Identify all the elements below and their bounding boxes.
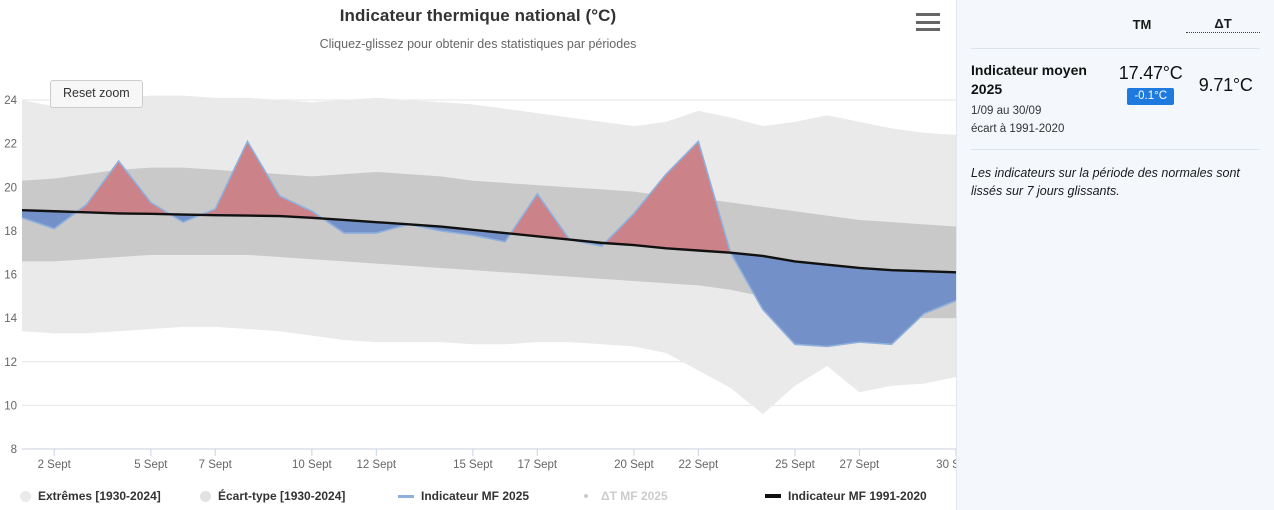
statistics-side-panel: TM ΔT Indicateur moyen 2025 1/09 au 30/0… xyxy=(956,0,1274,510)
summary-period: 1/09 au 30/09 xyxy=(971,104,1042,117)
tm-anomaly-badge: -0.1°C xyxy=(1127,88,1175,105)
warm-anomaly-area xyxy=(200,141,323,219)
warm-anomaly-area xyxy=(510,193,570,240)
warm-anomaly-area xyxy=(76,161,171,215)
legend-item-1[interactable]: Écart-type [1930-2024] xyxy=(200,489,345,503)
y-axis-tick-label: 16 xyxy=(4,270,17,282)
y-axis-tick-label: 22 xyxy=(4,139,17,151)
panel-column-headers: TM ΔT xyxy=(957,0,1274,48)
panel-note: Les indicateurs sur la période des norma… xyxy=(971,165,1240,198)
y-axis-tick-label: 18 xyxy=(4,226,17,238)
x-axis-tick-label: 17 Sept xyxy=(517,459,557,471)
x-axis-tick-label: 5 Sept xyxy=(134,459,168,471)
legend-label: Indicateur MF 2025 xyxy=(421,489,530,503)
cold-anomaly-area xyxy=(170,214,201,223)
column-header-tm: TM xyxy=(1132,16,1152,32)
hamburger-menu-icon[interactable] xyxy=(916,12,940,32)
legend-label: Écart-type [1930-2024] xyxy=(218,489,346,503)
summary-row: Indicateur moyen 2025 1/09 au 30/09 écar… xyxy=(957,49,1274,149)
legend-small-dot-icon xyxy=(584,494,588,498)
x-axis-tick-label: 27 Sept xyxy=(840,459,880,471)
divider xyxy=(971,148,1260,150)
menu-bar xyxy=(916,13,940,16)
legend-item-4[interactable]: Indicateur MF 1991-2020 xyxy=(765,489,927,503)
x-axis-tick-label: 2 Sept xyxy=(38,459,72,471)
legend-line-icon xyxy=(398,494,414,498)
y-axis-tick-label: 8 xyxy=(11,444,17,456)
legend-thick-line-icon xyxy=(765,494,781,498)
x-axis-tick-label: 22 Sept xyxy=(679,459,719,471)
legend-dot-icon xyxy=(20,490,31,502)
x-axis-tick-label: 30 Sept xyxy=(936,459,956,471)
menu-bar xyxy=(916,28,940,31)
x-axis-tick-label: 10 Sept xyxy=(292,459,332,471)
y-axis-tick-label: 12 xyxy=(4,357,17,369)
x-axis-tick-label: 25 Sept xyxy=(775,459,815,471)
y-axis-tick-label: 20 xyxy=(4,182,17,194)
menu-bar xyxy=(916,20,940,24)
chart-panel: Indicateur thermique national (°C) Cliqu… xyxy=(0,6,956,510)
y-axis: 8 10 12 14 16 18 20 22 24 xyxy=(4,95,17,456)
legend-label: Indicateur MF 1991-2020 xyxy=(788,489,927,503)
cold-anomaly-area xyxy=(730,252,956,347)
legend-label: ΔT MF 2025 xyxy=(601,489,668,503)
column-header-delta-t[interactable]: ΔT xyxy=(1186,16,1260,33)
line-normal-1991-2020 xyxy=(21,208,956,274)
x-axis-tick-label: 15 Sept xyxy=(453,459,493,471)
chart-plot[interactable]: 8 10 12 14 16 18 20 22 24 2 Sept 5 Sept 7 Sept 10 S… xyxy=(0,55,956,480)
delta-t-value: 9.71°C xyxy=(1198,75,1253,95)
summary-title: Indicateur moyen 2025 xyxy=(971,62,1087,97)
chart-legend: Extrêmes [1930-2024] Écart-type [1930-202… xyxy=(0,487,956,510)
reset-zoom-button[interactable]: Reset zoom xyxy=(50,80,143,108)
line-indicateur-2025 xyxy=(21,139,956,348)
y-axis-tick-label: 10 xyxy=(4,400,17,412)
delta-t-value-block: 9.71°C xyxy=(1191,75,1260,96)
y-axis-tick-label: 14 xyxy=(4,313,17,325)
page-title: Indicateur thermique national (°C) xyxy=(339,6,617,25)
summary-labels: Indicateur moyen 2025 1/09 au 30/09 écar… xyxy=(971,61,1110,135)
y-axis-tick-label: 24 xyxy=(4,95,17,107)
tm-value: 17.47°C xyxy=(1118,63,1183,83)
legend-item-2[interactable]: Indicateur MF 2025 xyxy=(398,489,529,503)
legend-dot-icon xyxy=(200,490,211,502)
tm-value-block: 17.47°C -0.1°C xyxy=(1110,63,1192,105)
summary-reference: écart à 1991-2020 xyxy=(971,122,1065,135)
chart-subtitle: Cliquez-glissez pour obtenir des statist… xyxy=(319,37,637,51)
legend-label: Extrêmes [1930-2024] xyxy=(38,489,161,503)
legend-item-3[interactable]: ΔT MF 2025 xyxy=(578,489,668,503)
x-axis-tick-label: 20 Sept xyxy=(614,459,654,471)
x-axis-tick-label: 7 Sept xyxy=(199,459,233,471)
legend-item-0[interactable]: Extrêmes [1930-2024] xyxy=(20,489,161,503)
series-lines xyxy=(21,139,956,348)
x-axis-tick-label: 12 Sept xyxy=(356,459,396,471)
warm-anomaly-area xyxy=(604,141,731,253)
x-axis: 2 Sept 5 Sept 7 Sept 10 Sept 12 Sept 15 Sept 1… xyxy=(22,448,956,471)
cold-anomaly-area xyxy=(22,210,77,229)
divider xyxy=(971,48,1260,49)
